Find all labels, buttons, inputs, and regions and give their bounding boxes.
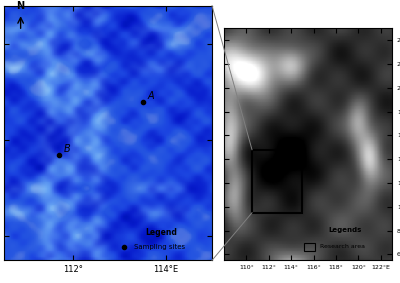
Text: N: N — [16, 1, 25, 11]
Text: A: A — [147, 91, 154, 101]
Bar — [252, 150, 302, 213]
Text: B: B — [64, 144, 71, 154]
